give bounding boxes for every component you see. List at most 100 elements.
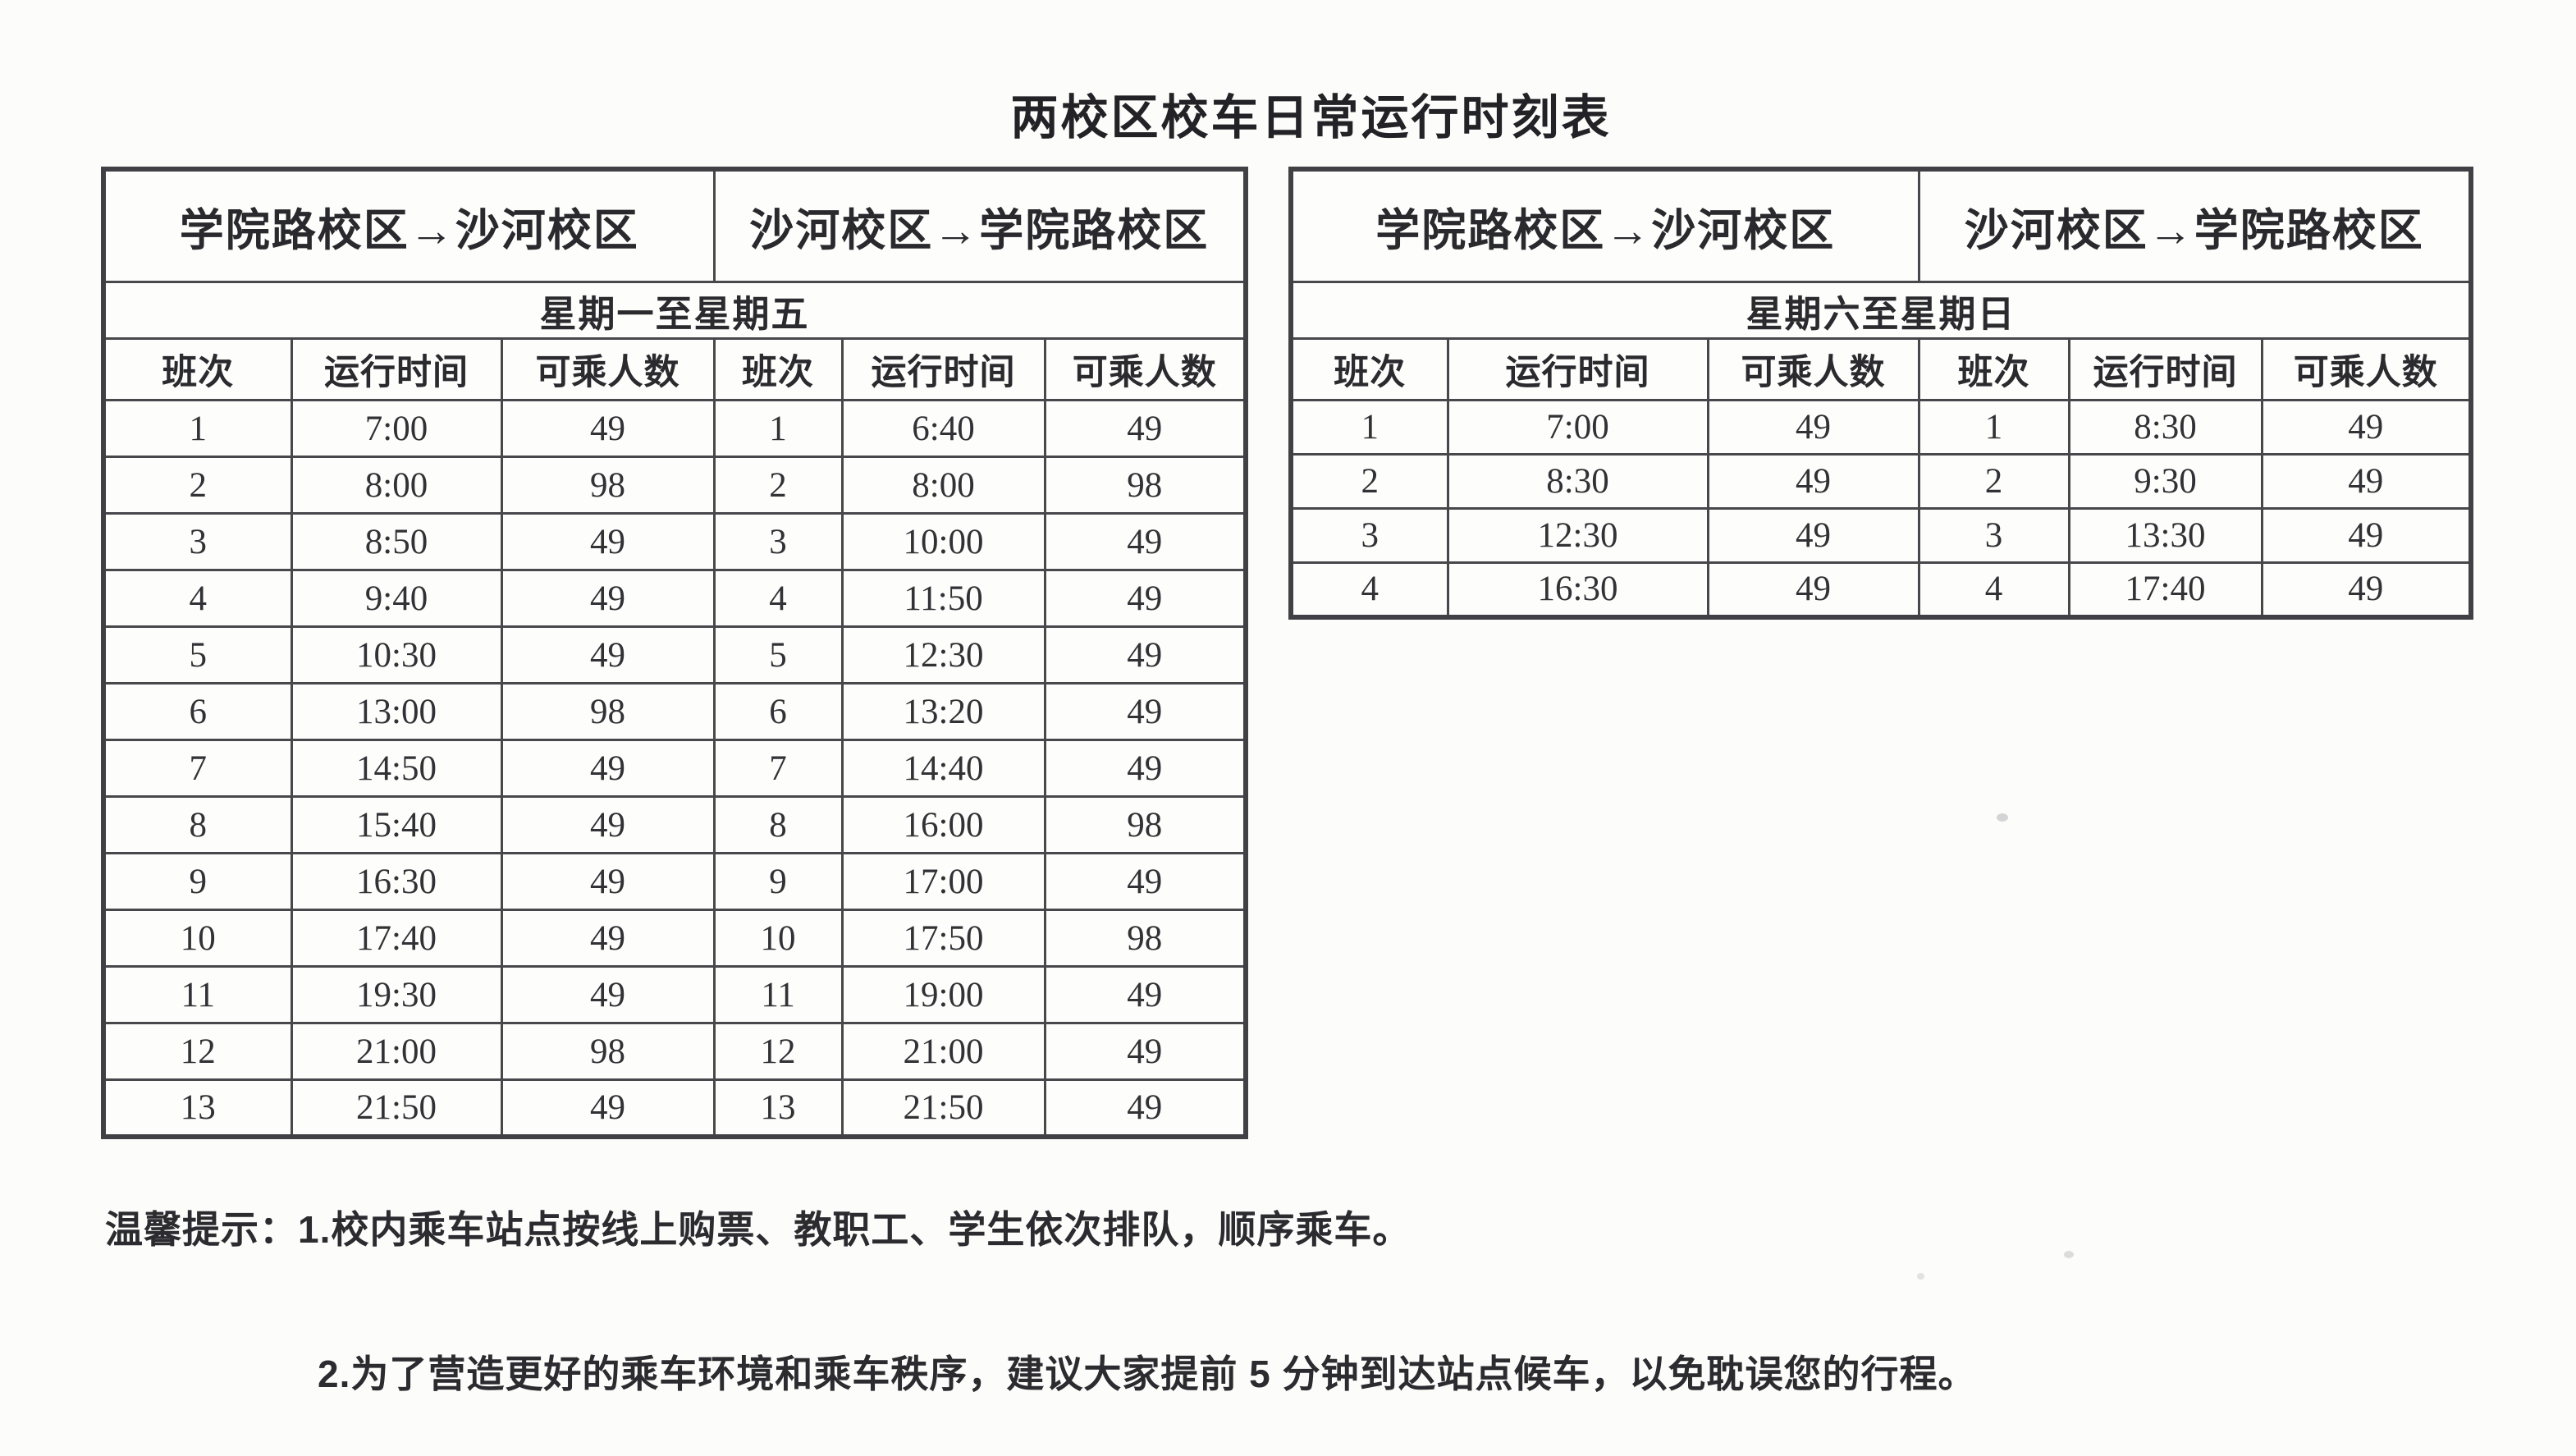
column-header-cell: 运行时间 <box>1446 337 1709 401</box>
table-cell: 1 <box>1917 399 2070 456</box>
table-cell: 49 <box>1043 399 1247 458</box>
table-cell: 17:50 <box>840 909 1046 968</box>
table-cell: 21:50 <box>290 1078 503 1138</box>
table-cell: 21:00 <box>840 1022 1046 1081</box>
table-cell: 98 <box>500 456 716 515</box>
table-cell: 98 <box>1043 795 1247 854</box>
table-cell: 9:30 <box>2067 453 2263 510</box>
table-row: 2 8:30 49 2 9:30 49 <box>1289 453 2473 510</box>
table-cell: 3 <box>102 512 293 571</box>
table-row: 8 15:40 49 8 16:00 98 <box>102 795 1247 854</box>
table-cell: 11:50 <box>840 569 1046 628</box>
table-cell: 49 <box>500 965 716 1024</box>
table-cell: 12:30 <box>840 625 1046 685</box>
table-cell: 2 <box>1917 453 2070 510</box>
table-cell: 49 <box>1043 625 1247 685</box>
table-row: 10 17:40 49 10 17:50 98 <box>102 909 1247 968</box>
period-header-row: 星期六至星期日 <box>1289 281 2473 340</box>
table-cell: 4 <box>102 569 293 628</box>
direction-header-row: 学院路校区→沙河校区 沙河校区→学院路校区 <box>1289 167 2473 283</box>
column-header-cell: 可乘人数 <box>1043 337 1247 401</box>
table-row: 5 10:30 49 5 12:30 49 <box>102 625 1247 685</box>
direction-header-cell: 学院路校区→沙河校区 <box>102 167 716 283</box>
column-header-cell: 可乘人数 <box>2260 337 2473 401</box>
table-cell: 2 <box>102 456 293 515</box>
table-cell: 8 <box>102 795 293 854</box>
table-cell: 13:00 <box>290 682 503 741</box>
column-header-cell: 运行时间 <box>840 337 1046 401</box>
table-cell: 8 <box>712 795 844 854</box>
scan-speckle <box>1917 1273 1924 1280</box>
table-cell: 7:00 <box>1446 399 1709 456</box>
table-cell: 49 <box>1043 965 1247 1024</box>
period-header-row: 星期一至星期五 <box>102 281 1247 340</box>
table-cell: 49 <box>1043 512 1247 571</box>
column-header-cell: 运行时间 <box>290 337 503 401</box>
table-cell: 3 <box>712 512 844 571</box>
table-cell: 10 <box>712 909 844 968</box>
table-row: 7 14:50 49 7 14:40 49 <box>102 739 1247 798</box>
table-cell: 14:50 <box>290 739 503 798</box>
table-cell: 49 <box>1706 507 1920 564</box>
table-cell: 49 <box>500 512 716 571</box>
note-item: 2.为了营造更好的乘车环境和乘车秩序，建议大家提前 5 分钟到达站点候车，以免耽… <box>318 1353 1977 1395</box>
table-cell: 8:30 <box>1446 453 1709 510</box>
table-cell: 12 <box>102 1022 293 1081</box>
table-cell: 11 <box>712 965 844 1024</box>
table-cell: 49 <box>500 569 716 628</box>
table-cell: 14:40 <box>840 739 1046 798</box>
table-cell: 12:30 <box>1446 507 1709 564</box>
table-row: 6 13:00 98 6 13:20 49 <box>102 682 1247 741</box>
period-header-cell: 星期六至星期日 <box>1289 281 2473 340</box>
weekday-schedule-body: 1 7:00 49 1 6:40 49 2 8:00 98 2 8:00 98 3 8:50 49 3 10:0… <box>102 399 1247 1138</box>
table-cell: 49 <box>500 852 716 911</box>
table-cell: 6 <box>712 682 844 741</box>
table-row: 3 12:30 49 3 13:30 49 <box>1289 507 2473 564</box>
direction-header-cell: 学院路校区→沙河校区 <box>1289 167 1920 283</box>
table-cell: 10:30 <box>290 625 503 685</box>
table-cell: 98 <box>500 1022 716 1081</box>
table-row: 11 19:30 49 11 19:00 49 <box>102 965 1247 1024</box>
table-cell: 3 <box>1289 507 1449 564</box>
table-cell: 16:30 <box>290 852 503 911</box>
table-row: 1 7:00 49 1 8:30 49 <box>1289 399 2473 456</box>
column-header-cell: 班次 <box>712 337 844 401</box>
table-cell: 11 <box>102 965 293 1024</box>
note-line: 2.为了营造更好的乘车环境和乘车秩序，建议大家提前 5 分钟到达站点候车，以免耽… <box>318 1344 2239 1399</box>
table-cell: 49 <box>2260 507 2473 564</box>
column-header-cell: 班次 <box>1917 337 2070 401</box>
table-cell: 13 <box>712 1078 844 1138</box>
column-header-row: 班次 运行时间 可乘人数 班次 运行时间 可乘人数 <box>1289 337 2473 401</box>
table-cell: 5 <box>712 625 844 685</box>
table-cell: 49 <box>500 909 716 968</box>
note-line: 温馨提示： 1.校内乘车站点按线上购票、教职工、学生依次排队，顺序乘车。 <box>105 1200 2239 1254</box>
column-header-cell: 班次 <box>1289 337 1449 401</box>
table-row: 13 21:50 49 13 21:50 49 <box>102 1078 1247 1138</box>
table-row: 1 7:00 49 1 6:40 49 <box>102 399 1247 458</box>
direction-header-row: 学院路校区→沙河校区 沙河校区→学院路校区 <box>102 167 1247 283</box>
table-cell: 7:00 <box>290 399 503 458</box>
table-cell: 16:00 <box>840 795 1046 854</box>
table-cell: 10 <box>102 909 293 968</box>
table-cell: 4 <box>1917 561 2070 618</box>
note-prefix: 温馨提示： <box>105 1208 298 1251</box>
table-cell: 49 <box>500 739 716 798</box>
table-cell: 17:40 <box>2067 561 2263 618</box>
table-cell: 2 <box>1289 453 1449 510</box>
column-header-cell: 可乘人数 <box>500 337 716 401</box>
direction-header-cell: 沙河校区→学院路校区 <box>1917 167 2473 283</box>
table-cell: 19:30 <box>290 965 503 1024</box>
weekday-schedule-table: 学院路校区→沙河校区 沙河校区→学院路校区 星期一至星期五 班次 运行时间 可乘… <box>101 167 1249 1139</box>
table-cell: 49 <box>500 1078 716 1138</box>
table-cell: 8:50 <box>290 512 503 571</box>
table-row: 3 8:50 49 3 10:00 49 <box>102 512 1247 571</box>
table-cell: 49 <box>2260 561 2473 618</box>
table-cell: 15:40 <box>290 795 503 854</box>
table-cell: 4 <box>712 569 844 628</box>
table-cell: 49 <box>2260 453 2473 510</box>
table-cell: 12 <box>712 1022 844 1081</box>
table-row: 12 21:00 98 12 21:00 49 <box>102 1022 1247 1081</box>
table-row: 2 8:00 98 2 8:00 98 <box>102 456 1247 515</box>
table-cell: 17:00 <box>840 852 1046 911</box>
